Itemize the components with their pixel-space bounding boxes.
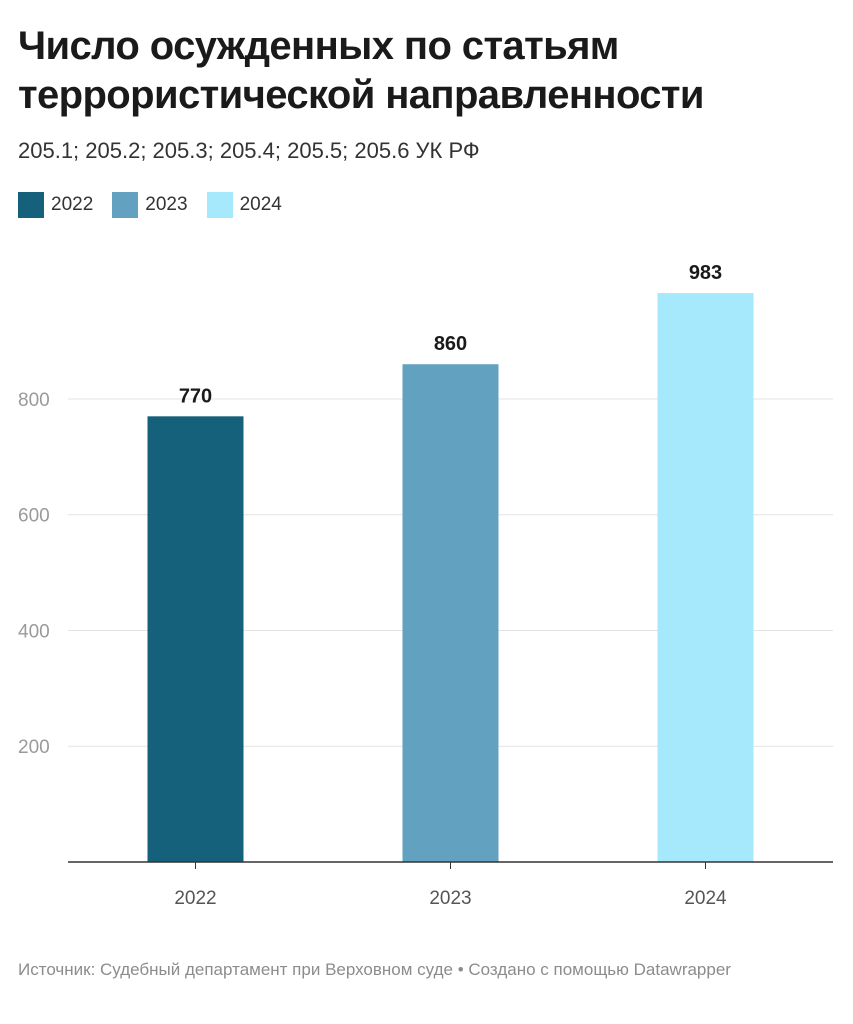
y-tick-label-400: 400 [18, 621, 50, 642]
legend-item-2023: 2023 [112, 192, 188, 218]
legend-item-2024: 2024 [206, 192, 282, 218]
y-tick-label-600: 600 [18, 506, 50, 527]
y-tick-label-800: 800 [18, 390, 50, 411]
legend-label-2023: 2023 [145, 194, 188, 215]
x-tick-label-2023: 2023 [429, 888, 471, 909]
value-label-2023: 860 [434, 333, 467, 355]
legend-swatch-2024 [206, 192, 233, 218]
value-label-2022: 770 [179, 385, 212, 407]
bar-chart: 200 400 600 800 770 2022 860 2023 983 2024 [18, 262, 833, 909]
chart-legend: 2022 2023 2024 [18, 192, 301, 218]
credit-link[interactable]: Создано с помощью Datawrapper [468, 960, 731, 979]
legend-item-2022: 2022 [18, 192, 93, 218]
value-label-2024: 983 [689, 262, 722, 284]
legend-swatch-2022 [18, 192, 44, 218]
chart-title-line-1: Число осужденных по статьям [18, 24, 619, 68]
chart-title-line-2: террористической направленности [18, 73, 705, 117]
footer-separator: • [452, 960, 469, 979]
bar-2023 [402, 364, 499, 862]
source-note: Источник: Судебный департамент при Верхо… [18, 960, 453, 979]
bar-2022 [147, 416, 244, 862]
legend-swatch-2023 [112, 192, 139, 218]
chart-title: Число осужденных по статьям террористиче… [18, 22, 838, 120]
legend-label-2024: 2024 [239, 194, 282, 215]
chart-subtitle: 205.1; 205.2; 205.3; 205.4; 205.5; 205.6… [18, 138, 480, 163]
legend-label-2022: 2022 [51, 194, 94, 215]
x-tick-label-2024: 2024 [684, 888, 727, 909]
x-tick-label-2022: 2022 [174, 888, 216, 909]
y-tick-label-200: 200 [18, 737, 50, 758]
bar-2024 [657, 293, 754, 862]
chart-footer: Источник: Судебный департамент при Верхо… [18, 957, 818, 982]
